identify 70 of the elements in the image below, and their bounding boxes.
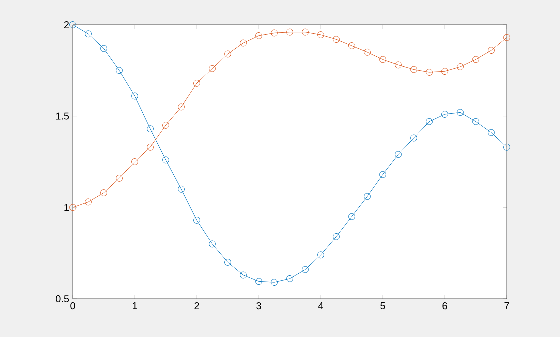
x-tick-label: 1 <box>132 302 138 310</box>
point <box>442 68 448 76</box>
x-tick-label: 0 <box>70 302 76 310</box>
point <box>488 47 495 54</box>
y-tick-label: 2 <box>64 22 69 28</box>
point <box>380 171 386 178</box>
point <box>85 30 92 38</box>
point <box>100 190 108 197</box>
point <box>410 134 418 142</box>
point <box>395 151 402 158</box>
point <box>147 126 154 133</box>
y-tick-label: 0.5 <box>56 295 70 303</box>
point <box>380 56 386 64</box>
point <box>147 144 154 151</box>
point <box>162 156 170 164</box>
point <box>364 193 371 200</box>
point <box>457 64 464 70</box>
point <box>209 240 216 248</box>
point <box>442 111 448 118</box>
point <box>504 34 510 42</box>
x-tick-label: 2 <box>194 302 200 310</box>
point <box>286 28 294 36</box>
x-tick-label: 3 <box>256 302 262 310</box>
x-tick-label: 5 <box>380 302 386 310</box>
x-tick-label: 4 <box>318 302 324 310</box>
point <box>318 32 324 38</box>
point <box>224 50 232 58</box>
point <box>240 272 247 279</box>
point <box>395 62 402 69</box>
y-tick-label: 1 <box>64 204 70 212</box>
point <box>271 279 278 286</box>
point <box>426 118 433 126</box>
point <box>70 204 76 212</box>
point <box>224 259 232 266</box>
point <box>162 122 170 129</box>
point <box>410 66 418 74</box>
point <box>100 45 108 52</box>
point <box>85 198 92 206</box>
point <box>426 69 433 76</box>
point <box>364 48 371 56</box>
point <box>194 217 200 224</box>
point <box>132 92 138 100</box>
x-tick-label: 6 <box>442 302 448 310</box>
point <box>348 42 356 50</box>
point <box>286 275 294 282</box>
x-tick-label: 7 <box>504 302 510 310</box>
point <box>333 36 340 44</box>
point <box>178 186 185 193</box>
point <box>302 28 309 36</box>
y-tick-label: 1.5 <box>56 112 70 120</box>
point <box>256 278 262 286</box>
point <box>194 80 200 87</box>
point <box>70 22 76 28</box>
point <box>488 129 495 136</box>
point <box>116 67 123 74</box>
point <box>472 118 480 126</box>
point <box>333 233 340 240</box>
point <box>318 252 324 259</box>
point <box>271 30 278 37</box>
point <box>504 144 510 151</box>
point <box>256 32 262 40</box>
point <box>348 213 356 220</box>
point <box>240 40 247 47</box>
point <box>472 56 480 64</box>
point <box>209 65 216 72</box>
point <box>116 174 123 182</box>
point <box>457 109 464 116</box>
point <box>178 104 185 111</box>
point <box>302 266 309 274</box>
point <box>132 158 138 166</box>
